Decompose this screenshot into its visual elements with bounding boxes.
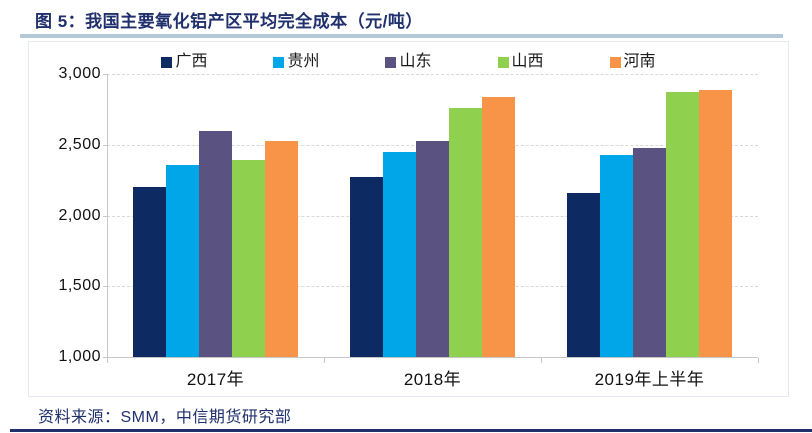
y-axis-tick — [103, 286, 107, 288]
bar-山西-2018年 — [449, 107, 482, 357]
legend-swatch-icon — [161, 56, 173, 68]
y-axis-tick — [103, 74, 107, 75]
bar-贵州-2017年 — [166, 164, 199, 357]
bar-山东-2018年 — [416, 140, 449, 357]
x-axis-label-2019年上半年: 2019年上半年 — [594, 370, 705, 389]
y-axis-line — [107, 74, 108, 357]
y-axis-label-1500: 1,500 — [58, 277, 101, 295]
chart-area: 广西 贵州 山东 山西 河南 1,000 1,500 2,000 2,500 3,000 2017… — [28, 41, 789, 397]
bar-山西-2019年上半年 — [666, 92, 699, 357]
y-axis-label-1000: 1,000 — [58, 348, 101, 365]
figure-title: 图 5：我国主要氧化铝产区平均完全成本（元/吨） — [35, 12, 423, 31]
y-axis-tick — [103, 144, 107, 146]
x-axis-label-2017年: 2017年 — [186, 370, 245, 389]
legend-item-贵州: 贵州 — [273, 54, 319, 70]
source-note: 资料来源：SMM，中信期货研究部 — [38, 409, 292, 426]
legend-swatch-icon — [497, 56, 509, 68]
legend-label: 河南 — [623, 53, 656, 70]
y-axis-label-3000: 3,000 — [58, 65, 101, 82]
x-axis-tick — [541, 358, 542, 363]
x-axis-tick — [324, 358, 325, 363]
legend-label: 山东 — [399, 53, 432, 70]
bottom-border-rule — [10, 429, 812, 432]
gridline-3000 — [107, 74, 758, 75]
bar-山西-2017年 — [232, 160, 265, 357]
bar-山东-2019年上半年 — [633, 147, 666, 357]
legend-label: 广西 — [175, 53, 208, 70]
y-axis-tick — [103, 357, 107, 358]
legend-swatch-icon — [609, 56, 621, 68]
legend-item-河南: 河南 — [609, 53, 656, 70]
x-axis-label-2018年: 2018年 — [403, 370, 462, 389]
chart-plot: 1,000 1,500 2,000 2,500 3,000 2017年 2018年 2019年… — [58, 65, 759, 389]
y-axis-label-2000: 2,000 — [58, 206, 101, 224]
bar-贵州-2018年 — [383, 151, 416, 357]
bar-河南-2018年 — [482, 96, 515, 357]
legend-swatch-icon — [273, 56, 285, 68]
legend-label: 贵州 — [287, 53, 320, 70]
bar-广西-2018年 — [350, 177, 383, 357]
x-axis-tick — [107, 358, 108, 363]
legend-swatch-icon — [385, 56, 397, 68]
x-axis-tick — [758, 358, 759, 363]
legend-item-山东: 山东 — [385, 53, 432, 70]
bar-贵州-2019年上半年 — [600, 154, 633, 357]
title-divider-rule — [20, 34, 783, 38]
y-axis-tick — [103, 215, 107, 217]
legend-item-广西: 广西 — [161, 54, 207, 70]
legend-item-山西: 山西 — [497, 53, 544, 70]
legend-label: 山西 — [511, 53, 544, 70]
x-axis-line — [107, 357, 758, 358]
bar-广西-2017年 — [133, 187, 166, 357]
y-axis-label-2500: 2,500 — [58, 135, 101, 153]
chart-legend: 广西 贵州 山东 山西 河南 — [29, 54, 788, 70]
bar-山东-2017年 — [199, 130, 232, 357]
bar-河南-2019年上半年 — [699, 89, 732, 357]
bar-广西-2019年上半年 — [567, 192, 600, 357]
bar-河南-2017年 — [265, 140, 298, 357]
